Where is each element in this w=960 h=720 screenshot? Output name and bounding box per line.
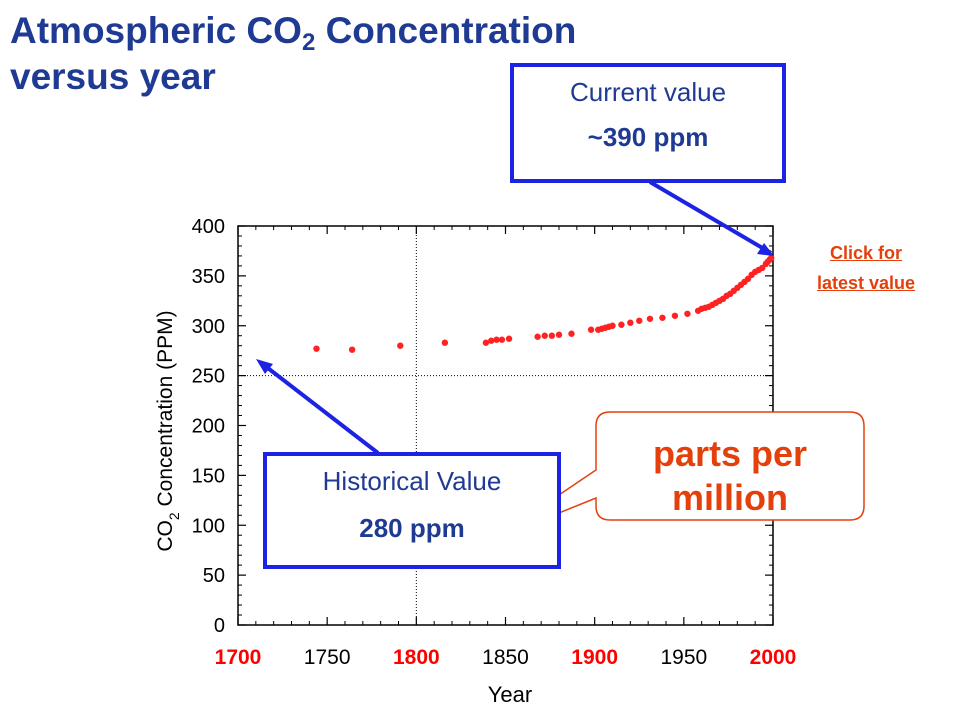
data-point xyxy=(493,336,500,343)
x-axis-label: Year xyxy=(488,682,532,707)
title-line1-rest: Concentration xyxy=(315,10,577,51)
title-line1: Atmospheric CO xyxy=(10,10,302,51)
x-tick-layer: 1700 1750 1800 1850 1900 1950 2000 xyxy=(215,226,797,669)
data-point xyxy=(646,315,654,322)
data-point xyxy=(548,332,556,339)
current-value-arrowhead xyxy=(757,243,774,256)
data-point xyxy=(768,254,775,262)
x-tick-label: 1900 xyxy=(571,646,618,669)
data-point xyxy=(313,345,320,352)
data-point xyxy=(498,336,506,343)
y-tick-label: 150 xyxy=(192,465,225,487)
data-point xyxy=(555,331,563,338)
y-axis-label-sub: 2 xyxy=(166,512,182,520)
x-tick-label: 1700 xyxy=(215,646,262,669)
historical-value-amount: 280 ppm xyxy=(359,513,465,543)
historical-value-arrow xyxy=(258,360,380,455)
ppm-note-line2: million xyxy=(672,477,788,518)
data-point xyxy=(541,332,548,339)
y-tick-label: 300 xyxy=(192,316,225,338)
latest-link-line2: latest value xyxy=(816,273,916,293)
y-axis-label: CO2 Concentration (PPM) xyxy=(154,310,182,551)
historical-value-callout: Historical Value 280 ppm xyxy=(263,452,561,569)
x-tick-label: 1950 xyxy=(660,646,707,669)
historical-value-arrowhead xyxy=(256,359,273,374)
title-subscript: 2 xyxy=(301,29,316,56)
y-axis-label-pre: CO xyxy=(154,520,177,552)
page-title: Atmospheric CO2 Concentration versus year xyxy=(10,8,576,100)
y-tick-label: 0 xyxy=(214,615,225,637)
y-tick-label: 100 xyxy=(192,515,225,537)
x-tick-label: 2000 xyxy=(750,646,797,669)
y-tick-label: 50 xyxy=(203,565,225,587)
y-tick-label: 250 xyxy=(192,366,225,388)
data-point xyxy=(618,321,625,328)
data-point xyxy=(609,322,616,329)
data-point xyxy=(684,310,691,317)
x-tick-label: 1750 xyxy=(304,646,351,669)
current-value-label: Current value xyxy=(569,77,727,107)
data-point xyxy=(488,337,495,344)
data-point xyxy=(659,314,666,321)
latest-link-line1: Click for xyxy=(829,243,903,263)
y-axis-label-post: Concentration (PPM) xyxy=(154,310,177,512)
data-point xyxy=(587,326,595,333)
data-point xyxy=(482,339,490,346)
data-point xyxy=(534,333,541,340)
y-tick-layer: 0 50 100 150 200 250 300 350 400 xyxy=(192,216,773,637)
current-value-amount: ~390 ppm xyxy=(587,122,709,152)
ppm-note-line1: parts per xyxy=(652,433,808,474)
data-point-layer xyxy=(313,254,775,353)
historical-value-label: Historical Value xyxy=(322,466,502,496)
data-point xyxy=(671,312,679,319)
grid-layer xyxy=(238,226,773,625)
title-line2: versus year xyxy=(10,56,216,97)
data-point xyxy=(441,339,449,346)
ppm-speech-bubble xyxy=(491,411,865,541)
current-value-callout: Current value ~390 ppm xyxy=(510,63,786,183)
data-point xyxy=(348,346,356,353)
x-tick-label: 1800 xyxy=(393,646,440,669)
data-point xyxy=(568,330,575,337)
y-tick-label: 200 xyxy=(192,416,225,438)
data-point xyxy=(505,335,513,342)
current-value-arrow xyxy=(648,180,773,255)
ppm-note: parts per million xyxy=(597,432,863,520)
y-tick-label: 400 xyxy=(192,216,225,238)
y-tick-label: 350 xyxy=(192,266,225,288)
data-point xyxy=(397,342,404,349)
x-tick-label: 1850 xyxy=(482,646,529,669)
data-point xyxy=(627,319,634,326)
data-point xyxy=(636,317,643,324)
latest-value-link[interactable]: Click for latest value xyxy=(796,238,936,298)
